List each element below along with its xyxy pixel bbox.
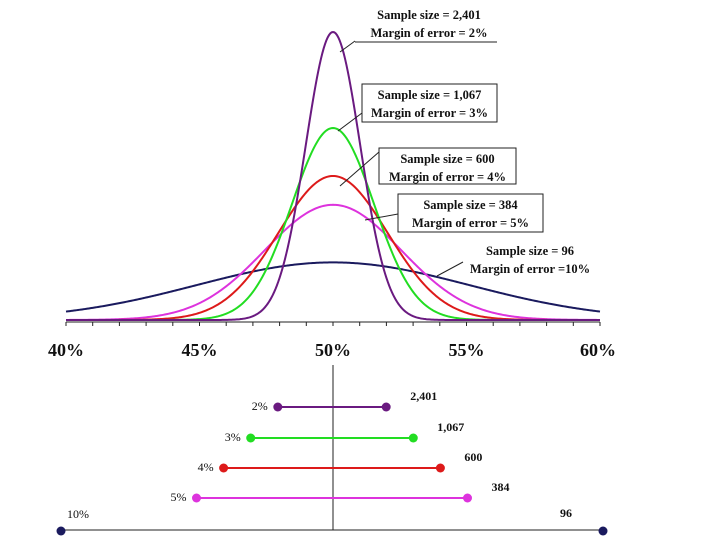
interval-n-label: 1,067 [437,420,464,434]
callout-n384: Sample size = 384 Margin of error = 5% [364,193,544,233]
interval-high-dot [463,493,472,503]
interval-n-label: 2,401 [410,389,437,403]
x-axis: 40% 45% 50% 55% 60% [48,321,616,360]
interval-low-dot [219,463,229,473]
callout-n600: Sample size = 600 Margin of error = 4% [339,147,517,187]
callout-box [361,83,498,123]
interval-n-label: 96 [560,506,572,520]
callout-margin-of-error: Margin of error =10% [470,262,590,276]
interval-low-dot [273,402,283,412]
interval-n-label: 384 [492,480,510,494]
callout-margin-of-error: Margin of error = 3% [371,106,488,120]
callout-leader [364,213,399,221]
interval-low-dot [192,493,201,503]
callout-sample-size: Sample size = 1,067 [378,88,482,102]
callout-n1067: Sample size = 1,067 Margin of error = 3% [337,83,498,132]
interval-moe-label: 3% [225,430,241,444]
interval-moe-label: 4% [198,460,214,474]
x-tick-label: 45% [182,340,218,360]
interval-row: 5% 384 [171,480,510,504]
interval-row: 10% 96 [56,506,608,536]
callout-sample-size: Sample size = 2,401 [377,8,481,22]
interval-low-dot [246,433,256,443]
interval-n-label: 600 [464,450,482,464]
interval-row: 2% 2,401 [252,389,437,413]
x-tick-label: 55% [449,340,485,360]
interval-high-dot [408,433,418,443]
callout-leader [339,151,380,187]
interval-plot: 2% 2,401 3% 1,067 4% 600 5% 384 10% 96 [56,365,608,536]
x-tick-label: 40% [48,340,84,360]
callout-n96: Sample size = 96 Margin of error =10% [436,244,590,277]
interval-moe-label: 2% [252,399,268,413]
callout-leader [337,112,363,132]
interval-low-dot [56,526,66,536]
callout-n2401: Sample size = 2,401 Margin of error = 2% [339,8,497,53]
callout-margin-of-error: Margin of error = 4% [389,170,506,184]
x-tick-label: 50% [315,340,351,360]
curve-n384 [65,203,601,321]
callout-box [378,147,517,185]
distribution-curves [65,30,601,321]
interval-row: 3% 1,067 [225,420,465,444]
callout-leader [339,40,356,53]
curve-n96 [65,261,601,313]
interval-high-dot [381,402,391,412]
interval-row: 4% 600 [198,450,483,474]
callout-sample-size: Sample size = 384 [423,198,518,212]
interval-moe-label: 10% [67,507,89,521]
callout-leader [436,261,464,277]
x-tick-label: 60% [580,340,616,360]
interval-high-dot [598,526,608,536]
callout-margin-of-error: Margin of error = 2% [370,26,487,40]
callout-margin-of-error: Margin of error = 5% [412,216,529,230]
interval-moe-label: 5% [171,490,187,504]
callout-sample-size: Sample size = 96 [486,244,574,258]
callout-box [397,193,544,233]
callout-sample-size: Sample size = 600 [400,152,494,166]
interval-high-dot [435,463,445,473]
curve-n2401 [66,30,600,321]
